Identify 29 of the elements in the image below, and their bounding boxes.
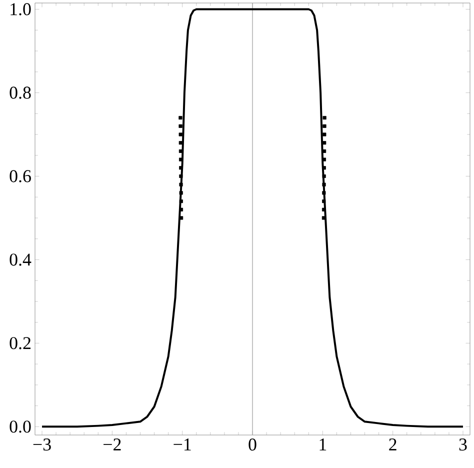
- point: [322, 132, 326, 136]
- y-tick-label: 0.4: [10, 254, 32, 266]
- point: [322, 199, 326, 204]
- point: [322, 124, 326, 128]
- y-tick-label: 0.2: [10, 337, 30, 350]
- x-tick-label: 1: [320, 438, 326, 450]
- point: [178, 116, 182, 120]
- y-tick-label: 1.0: [10, 3, 31, 16]
- x-tick-label: −1: [174, 438, 191, 450]
- point: [178, 141, 182, 145]
- point: [322, 191, 326, 195]
- point: [179, 174, 183, 178]
- point: [179, 199, 183, 204]
- y-tick-label: 0.6: [10, 170, 31, 182]
- point: [322, 141, 326, 145]
- point: [178, 132, 182, 136]
- point: [179, 182, 183, 186]
- point: [322, 182, 326, 186]
- point: [322, 174, 326, 178]
- y-tick-label: 0.8: [10, 86, 31, 99]
- point: [178, 124, 182, 128]
- x-tick-label: −2: [104, 438, 121, 450]
- x-tick-label: 3: [459, 438, 467, 451]
- point: [322, 116, 326, 120]
- point: [179, 191, 183, 195]
- x-tick-label: 0: [248, 438, 256, 451]
- y-tick-label: 0.0: [10, 420, 31, 433]
- x-tick-label: −3: [33, 438, 51, 451]
- x-tick-label: 2: [389, 438, 396, 450]
